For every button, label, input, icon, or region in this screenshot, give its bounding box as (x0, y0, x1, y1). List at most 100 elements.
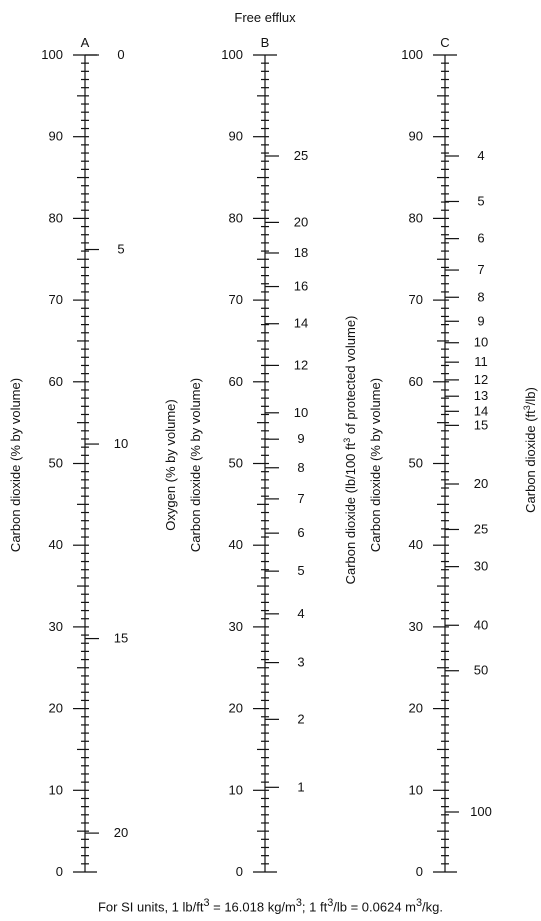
right-tick-label: 9 (477, 313, 484, 328)
right-tick-label: 14 (294, 316, 308, 331)
left-tick-label: 50 (229, 456, 243, 471)
left-tick-label: 100 (401, 47, 423, 62)
footnote-superscript-3: 3 (327, 897, 334, 909)
right-tick-label: 6 (477, 231, 484, 246)
left-tick-label: 80 (229, 210, 243, 225)
left-tick-label: 40 (409, 537, 423, 552)
left-tick-label: 30 (409, 619, 423, 634)
right-tick-label: 10 (294, 405, 308, 420)
left-tick-label: 40 (49, 537, 63, 552)
right-tick-label: 11 (474, 354, 488, 369)
free-efflux-title: Free efflux (234, 10, 296, 25)
left-tick-label: 70 (229, 292, 243, 307)
footnote-superscript-4: 3 (416, 897, 423, 909)
right-tick-label: 13 (474, 388, 488, 403)
right-tick-label: 10 (474, 335, 488, 350)
scale-letter-b: B (261, 35, 270, 50)
right-axis-label-text: Carbon dioxide (lb/100 ft (343, 442, 358, 584)
right-axis-label-text: of protected volume) (343, 316, 358, 438)
right-axis-label: Oxygen (% by volume) (163, 399, 178, 531)
left-tick-label: 90 (409, 129, 423, 144)
right-tick-label: 100 (470, 804, 492, 819)
right-tick-label: 5 (117, 242, 124, 257)
right-tick-label: 3 (297, 655, 304, 670)
right-axis-label-superscript: 3 (342, 438, 352, 443)
left-axis-label: Carbon dioxide (% by volume) (8, 378, 23, 552)
right-tick-label: 7 (477, 262, 484, 277)
left-tick-label: 80 (49, 210, 63, 225)
right-tick-label: 12 (294, 357, 308, 372)
right-tick-label: 50 (474, 663, 488, 678)
right-tick-label: 12 (474, 372, 488, 387)
right-tick-label: 30 (474, 559, 488, 574)
right-tick-label: 0 (117, 47, 124, 62)
right-tick-label: 14 (474, 403, 488, 418)
footnote-text-1: For SI units, 1 lb/ft (97, 899, 204, 915)
right-tick-label: 16 (294, 279, 308, 294)
right-tick-label: 7 (297, 491, 304, 506)
footnote-superscript-2: 3 (295, 897, 302, 909)
scale-c: C100908070605040302010045678910111213141… (368, 35, 538, 879)
left-tick-label: 30 (229, 619, 243, 634)
left-tick-label: 70 (409, 292, 423, 307)
right-tick-label: 4 (477, 148, 484, 163)
right-tick-label: 8 (297, 460, 304, 475)
right-tick-label: 25 (474, 521, 488, 536)
footnote-text-2: = 16.018 kg/m (209, 899, 296, 915)
scale-b: B100908070605040302010025201816141210987… (188, 35, 358, 879)
left-tick-label: 60 (49, 374, 63, 389)
left-tick-label: 0 (236, 864, 243, 879)
left-tick-label: 50 (49, 456, 63, 471)
right-axis-label-text: /lb) (523, 387, 538, 405)
left-tick-label: 60 (409, 374, 423, 389)
left-tick-label: 20 (49, 701, 63, 716)
right-tick-label: 5 (477, 193, 484, 208)
left-tick-label: 10 (229, 782, 243, 797)
right-tick-label: 10 (114, 436, 128, 451)
right-axis-label-text: Carbon dioxide (ft (523, 410, 538, 513)
left-axis-label: Carbon dioxide (% by volume) (188, 378, 203, 552)
right-tick-label: 15 (114, 631, 128, 646)
right-tick-label: 5 (297, 563, 304, 578)
scale-letter-c: C (440, 35, 449, 50)
left-tick-label: 100 (221, 47, 243, 62)
left-tick-label: 40 (229, 537, 243, 552)
left-tick-label: 20 (229, 701, 243, 716)
left-tick-label: 10 (49, 782, 63, 797)
left-tick-label: 90 (49, 129, 63, 144)
scale-letter-a: A (81, 35, 90, 50)
left-tick-label: 80 (409, 210, 423, 225)
right-tick-label: 20 (114, 825, 128, 840)
right-tick-label: 2 (297, 711, 304, 726)
right-tick-label: 15 (474, 417, 488, 432)
left-tick-label: 0 (416, 864, 423, 879)
right-tick-label: 20 (294, 214, 308, 229)
left-tick-label: 10 (409, 782, 423, 797)
right-tick-label: 25 (294, 148, 308, 163)
footnote-text-3: ; 1 ft (301, 899, 328, 915)
right-axis-label: Carbon dioxide (ft3/lb) (522, 387, 538, 513)
right-tick-label: 4 (297, 606, 304, 621)
right-tick-label: 8 (477, 289, 484, 304)
right-axis-label: Carbon dioxide (lb/100 ft3 of protected … (342, 316, 358, 585)
right-tick-label: 18 (294, 245, 308, 260)
left-tick-label: 90 (229, 129, 243, 144)
left-tick-label: 20 (409, 701, 423, 716)
left-axis-label: Carbon dioxide (% by volume) (368, 378, 383, 552)
left-tick-label: 70 (49, 292, 63, 307)
right-tick-label: 6 (297, 525, 304, 540)
footnote-superscript-1: 3 (203, 897, 210, 909)
footnote-text-5: /kg. (422, 899, 443, 915)
left-tick-label: 30 (49, 619, 63, 634)
left-tick-label: 0 (56, 864, 63, 879)
right-tick-label: 9 (297, 431, 304, 446)
left-tick-label: 50 (409, 456, 423, 471)
footnote-text-4: /lb = 0.0624 m (333, 899, 416, 915)
right-axis-label-superscript: 3 (522, 405, 532, 410)
left-tick-label: 60 (229, 374, 243, 389)
right-tick-label: 1 (297, 779, 304, 794)
right-tick-label: 20 (474, 476, 488, 491)
